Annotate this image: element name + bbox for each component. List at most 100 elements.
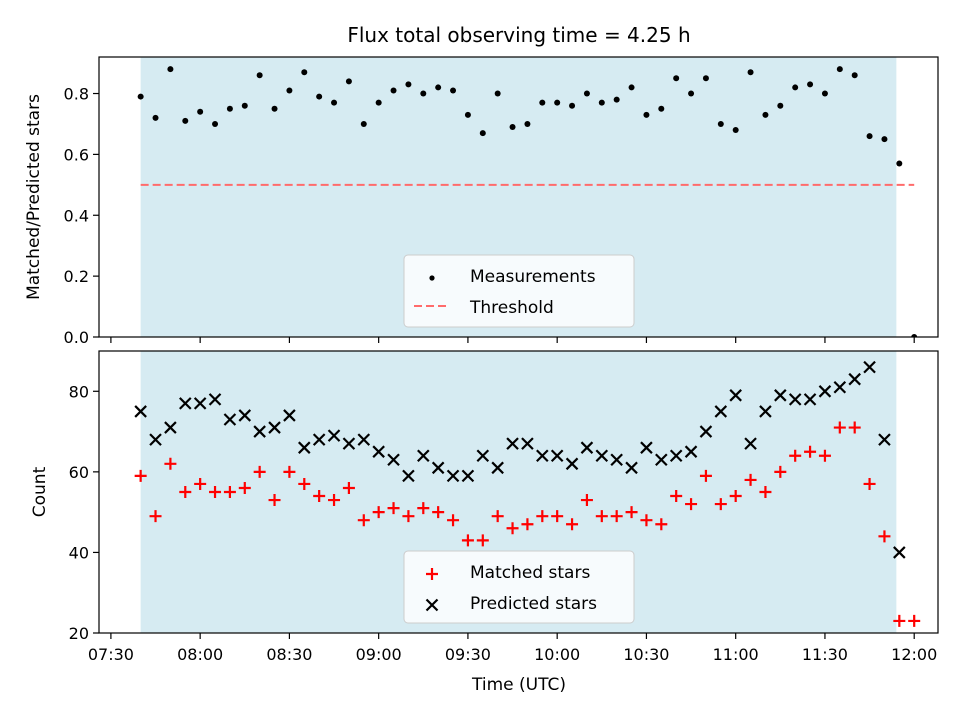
measurements-point	[450, 87, 457, 94]
predicted-stars-point	[550, 449, 564, 463]
predicted-stars-point	[580, 441, 594, 454]
top-y-tick-label: 0.4	[64, 206, 89, 225]
matched-stars-point	[209, 486, 222, 498]
matched-stars-point	[402, 510, 415, 523]
matched-stars-point	[194, 477, 207, 490]
predicted-stars-point	[208, 393, 222, 406]
predicted-stars-point	[788, 393, 802, 406]
measurements-point	[182, 117, 189, 124]
measurements-point	[286, 87, 293, 94]
predicted-stars-point	[223, 413, 237, 426]
measurements-point	[598, 99, 605, 106]
predicted-stars-point	[149, 433, 162, 446]
matched-stars-point	[759, 486, 772, 498]
predicted-stars-point	[640, 441, 653, 454]
matched-stars-point	[729, 490, 742, 503]
chart-title: Flux total observing time = 4.25 h	[347, 23, 690, 47]
matched-stars-point	[447, 514, 460, 527]
measurements-point	[702, 75, 709, 82]
predicted-stars-point	[863, 360, 876, 374]
predicted-stars-point	[506, 437, 519, 450]
measurements-point	[167, 66, 174, 73]
measurements-point	[821, 90, 828, 97]
measurements-point	[479, 130, 486, 137]
top-y-tick-label: 0.2	[64, 267, 89, 286]
predicted-stars-point	[744, 437, 757, 450]
legend-matched-stars-label: Matched stars	[470, 563, 590, 583]
measurements-point	[390, 87, 397, 94]
measurements-point	[628, 84, 635, 91]
x-tick-label: 07:30	[88, 645, 134, 664]
bottom-legend-box	[403, 550, 635, 624]
legend-threshold-label: Threshold	[469, 298, 554, 318]
measurements-point	[747, 69, 754, 76]
measurements-point	[554, 99, 561, 106]
top-y-tick-label: 0.0	[64, 328, 89, 347]
measurements-point	[360, 120, 367, 127]
predicted-stars-point	[357, 433, 371, 446]
measurements-point	[673, 75, 680, 82]
measurements-point	[212, 120, 219, 127]
x-tick-label: 09:30	[445, 645, 491, 664]
matched-stars-point	[908, 614, 921, 627]
matched-stars-point	[342, 481, 355, 494]
top-y-tick-label: 0.6	[64, 145, 89, 164]
predicted-stars-point	[298, 441, 311, 454]
measurements-point	[896, 160, 903, 167]
measurements-point	[420, 90, 427, 97]
matched-stars-point	[714, 498, 727, 511]
matched-stars-point	[804, 445, 817, 458]
measurements-point	[717, 120, 724, 127]
matched-stars-point	[670, 490, 683, 503]
measurements-point	[435, 84, 442, 91]
matched-stars-point	[744, 473, 757, 486]
measurements-point	[807, 81, 814, 88]
matched-stars-point	[536, 510, 549, 523]
matched-stars-point	[655, 518, 668, 531]
matched-stars-point	[313, 490, 326, 503]
x-tick-label: 09:00	[356, 645, 402, 664]
predicted-stars-point	[179, 397, 192, 410]
matched-stars-point	[818, 449, 831, 462]
matched-stars-point	[134, 469, 147, 482]
predicted-stars-point	[729, 389, 742, 402]
matched-stars-point	[298, 477, 311, 490]
predicted-stars-point	[610, 453, 623, 467]
matched-stars-point	[417, 502, 430, 515]
legend-measurements-swatch	[429, 275, 435, 281]
matched-stars-point	[283, 465, 296, 478]
bottom-panel: 20 40 60 80 07:30 08:00 08:30 09:00 09:30 10:00 10…	[69, 350, 939, 664]
predicted-stars-point	[283, 409, 296, 422]
matched-stars-point	[179, 486, 192, 498]
measurements-point	[881, 136, 888, 143]
matched-stars-point	[149, 510, 162, 523]
x-tick-label: 11:30	[802, 645, 848, 664]
predicted-stars-point	[714, 405, 728, 418]
predicted-stars-point	[595, 449, 609, 463]
measurements-point	[152, 114, 159, 121]
top-y-tick-label: 0.8	[64, 85, 89, 104]
predicted-stars-point	[536, 449, 549, 463]
matched-stars-point	[461, 534, 474, 547]
x-tick-label: 08:30	[266, 645, 312, 664]
measurements-point	[256, 72, 263, 79]
matched-stars-point	[357, 514, 370, 527]
matched-stars-point	[476, 534, 489, 547]
predicted-stars-point	[461, 469, 475, 483]
x-axis-label: Time (UTC)	[471, 675, 566, 695]
predicted-stars-point	[878, 433, 891, 446]
measurements-point	[539, 99, 546, 106]
matched-stars-point	[580, 494, 593, 507]
matched-stars-point	[223, 486, 236, 498]
predicted-stars-point	[848, 372, 861, 386]
measurements-point	[509, 124, 516, 130]
measurements-point	[658, 105, 665, 112]
predicted-stars-point	[774, 389, 787, 402]
measurements-point	[583, 90, 590, 97]
predicted-stars-point	[312, 433, 326, 446]
predicted-stars-point	[521, 437, 534, 450]
measurements-point	[762, 111, 769, 118]
matched-stars-point	[238, 481, 251, 494]
matched-stars-point	[164, 457, 177, 470]
predicted-stars-point	[327, 429, 341, 442]
